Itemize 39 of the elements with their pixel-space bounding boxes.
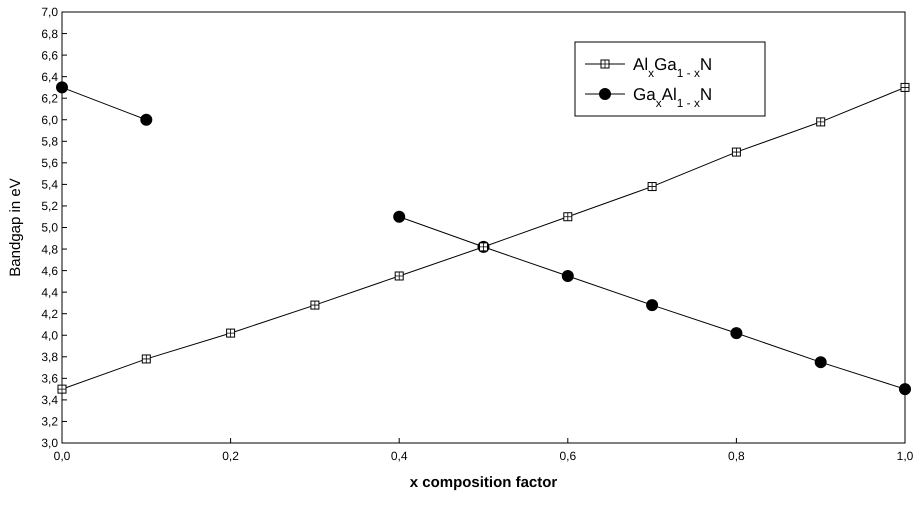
y-tick-label: 5,6 (41, 156, 58, 170)
y-tick-label: 7,0 (41, 5, 58, 20)
x-axis-title: x composition factor (410, 474, 558, 491)
point (899, 383, 911, 396)
y-tick-label: 3,8 (41, 350, 58, 364)
point (730, 327, 742, 340)
y-tick-label: 3,6 (41, 372, 58, 386)
y-tick-label: 4,6 (41, 264, 58, 278)
x-tick-label: 0,6 (559, 449, 576, 463)
y-axis-title: Bandgap in eV (7, 178, 24, 277)
x-tick-label: 0,8 (728, 449, 746, 463)
point (814, 356, 827, 368)
y-tick-label: 6,4 (41, 70, 58, 84)
y-tick-label: 6,8 (41, 26, 58, 41)
point (562, 270, 574, 282)
y-tick-label: 6,2 (41, 91, 58, 106)
y-tick-label: 5,2 (41, 199, 58, 214)
x-tick-label: 0,4 (390, 449, 408, 463)
y-tick-label: 4,4 (41, 285, 58, 300)
y-tick-label: 3,2 (41, 414, 58, 429)
point (140, 114, 152, 126)
y-tick-label: 5,4 (41, 178, 58, 192)
legend-label: Al$_{x}$Ga$_{1 - x}$N (633, 54, 712, 80)
y-tick-label: 6,6 (41, 48, 58, 62)
y-tick-label: 4,2 (41, 306, 58, 321)
legend-label: Ga$_{x}$Al$_{1 - x}$N (633, 84, 712, 110)
y-tick-label: 3,4 (41, 393, 58, 408)
y-tick-label: 4,0 (41, 328, 58, 342)
x-tick-label: 0,0 (54, 449, 71, 463)
point (646, 299, 658, 312)
x-tick-label: 1,0 (896, 449, 914, 463)
y-tick-label: 5,8 (41, 134, 58, 148)
y-tick-label: 6,0 (41, 112, 58, 127)
y-tick-label: 5,0 (41, 220, 58, 235)
y-tick-label: 4,8 (41, 242, 58, 256)
x-tick-label: 0,2 (222, 449, 240, 463)
y-tick-label: 3,0 (41, 436, 58, 450)
point (56, 81, 68, 94)
point (393, 210, 406, 223)
